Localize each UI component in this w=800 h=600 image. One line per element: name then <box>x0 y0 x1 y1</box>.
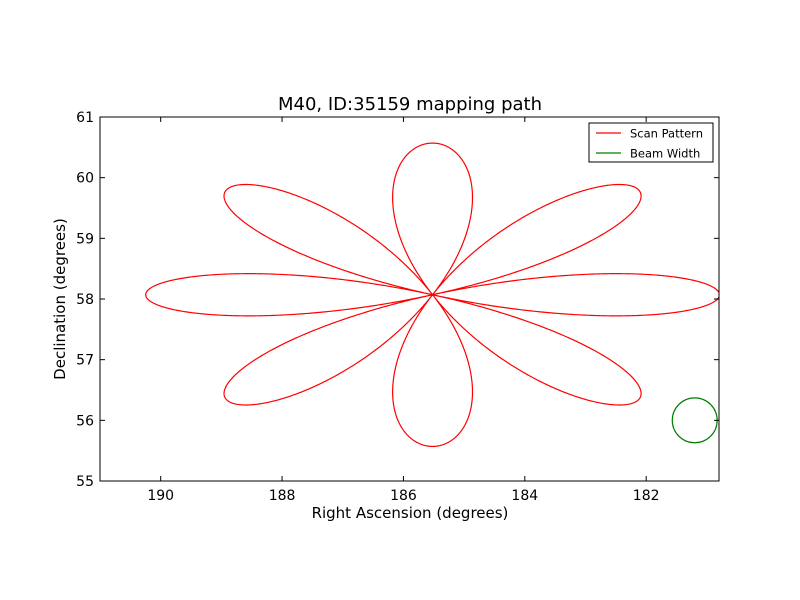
chart-title: M40, ID:35159 mapping path <box>278 94 542 115</box>
x-axis-ticks: 190 188 186 184 182 <box>147 117 660 504</box>
y-tick-label: 55 <box>76 474 94 490</box>
y-tick-label: 57 <box>76 353 94 369</box>
y-tick-label: 61 <box>76 110 94 126</box>
y-tick-label: 60 <box>76 171 94 187</box>
x-axis-label: Right Ascension (degrees) <box>312 504 509 522</box>
y-tick-label: 59 <box>76 231 94 247</box>
y-axis-ticks: 55 56 57 58 59 60 61 <box>76 110 719 490</box>
x-tick-label: 188 <box>269 488 296 504</box>
y-axis-label: Declination (degrees) <box>51 218 69 380</box>
x-tick-label: 182 <box>633 488 660 504</box>
legend-label-beam-width: Beam Width <box>630 147 700 161</box>
x-tick-label: 190 <box>147 488 174 504</box>
x-tick-label: 186 <box>390 488 417 504</box>
scan-pattern-line <box>145 142 719 448</box>
y-tick-label: 56 <box>76 413 94 429</box>
x-tick-label: 184 <box>511 488 538 504</box>
legend: Scan Pattern Beam Width <box>588 122 714 163</box>
y-tick-label: 58 <box>76 292 94 308</box>
legend-box <box>588 122 714 163</box>
legend-label-scan-pattern: Scan Pattern <box>630 127 703 141</box>
